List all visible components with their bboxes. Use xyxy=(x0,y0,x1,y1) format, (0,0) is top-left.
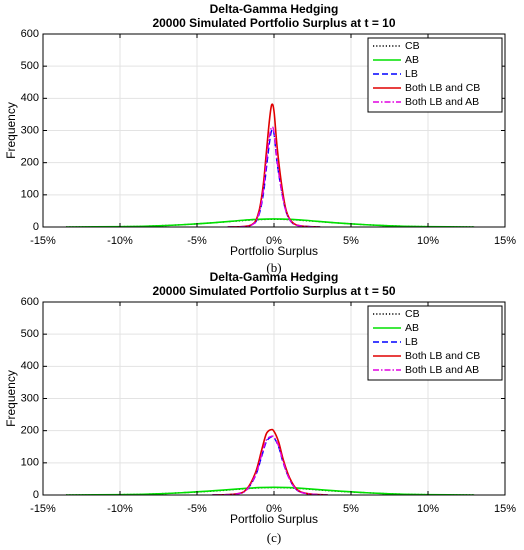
legend-entry-label: LB xyxy=(405,336,418,348)
x-tick-label: 10% xyxy=(417,235,439,247)
series-line-4 xyxy=(212,435,328,495)
legend-entry-label: CB xyxy=(405,308,420,320)
x-tick-label: 0% xyxy=(266,503,282,515)
legend-entry-label: Both LB and CB xyxy=(405,82,480,94)
legend-entry-label: Both LB and CB xyxy=(405,350,480,362)
chart-title: Delta-Gamma Hedging xyxy=(210,2,339,16)
x-tick-label: -5% xyxy=(187,503,207,515)
chart-subtitle: 20000 Simulated Portfolio Surplus at t =… xyxy=(152,284,395,298)
y-axis-label: Frequency xyxy=(4,102,18,159)
y-tick-label: 200 xyxy=(21,157,39,169)
series-group xyxy=(66,428,475,495)
x-tick-label: 15% xyxy=(494,235,516,247)
y-tick-label: 600 xyxy=(21,296,39,308)
legend: CB AB LB Both LB and CB Both LB and AB xyxy=(367,37,503,113)
y-tick-label: 400 xyxy=(21,92,39,104)
x-tick-label: -5% xyxy=(187,235,207,247)
x-tick-label: 10% xyxy=(417,503,439,515)
series-line-1 xyxy=(66,218,475,227)
x-tick-label: 15% xyxy=(494,503,516,515)
panel-caption: (b) xyxy=(266,260,281,275)
x-tick-label: -15% xyxy=(30,503,56,515)
chart-subtitle: 20000 Simulated Portfolio Surplus at t =… xyxy=(152,16,395,30)
y-tick-label: 300 xyxy=(21,392,39,404)
series-line-1 xyxy=(66,486,475,495)
x-tick-label: -10% xyxy=(107,503,133,515)
y-tick-label: 500 xyxy=(21,328,39,340)
y-tick-label: 0 xyxy=(33,221,39,233)
legend-entry-label: LB xyxy=(405,68,418,80)
chart-title: Delta-Gamma Hedging xyxy=(210,270,339,284)
y-tick-label: 200 xyxy=(21,425,39,437)
x-tick-label: -15% xyxy=(30,235,56,247)
panel-caption: (c) xyxy=(267,530,281,545)
y-tick-label: 0 xyxy=(33,489,39,501)
legend-entry-label: AB xyxy=(405,322,419,334)
series-group xyxy=(66,103,475,227)
series-line-4 xyxy=(227,126,321,227)
y-tick-label: 300 xyxy=(21,124,39,136)
legend-box xyxy=(367,305,503,381)
x-tick-label: 5% xyxy=(343,235,359,247)
y-tick-label: 100 xyxy=(21,457,39,469)
legend-entry-label: Both LB and AB xyxy=(405,364,479,376)
legend-box xyxy=(367,37,503,113)
y-tick-label: 100 xyxy=(21,189,39,201)
x-axis-label: Portfolio Surplus xyxy=(230,244,318,258)
y-axis-label: Frequency xyxy=(4,370,18,427)
x-tick-label: 0% xyxy=(266,235,282,247)
y-tick-label: 400 xyxy=(21,360,39,372)
legend-entry-label: Both LB and AB xyxy=(405,96,479,108)
y-tick-label: 600 xyxy=(21,28,39,40)
x-tick-label: -10% xyxy=(107,235,133,247)
legend-entry-label: AB xyxy=(405,54,419,66)
y-tick-label: 500 xyxy=(21,60,39,72)
x-tick-label: 5% xyxy=(343,503,359,515)
legend-entry-label: CB xyxy=(405,40,420,52)
legend: CB AB LB Both LB and CB Both LB and AB xyxy=(367,305,503,381)
x-axis-label: Portfolio Surplus xyxy=(230,512,318,526)
